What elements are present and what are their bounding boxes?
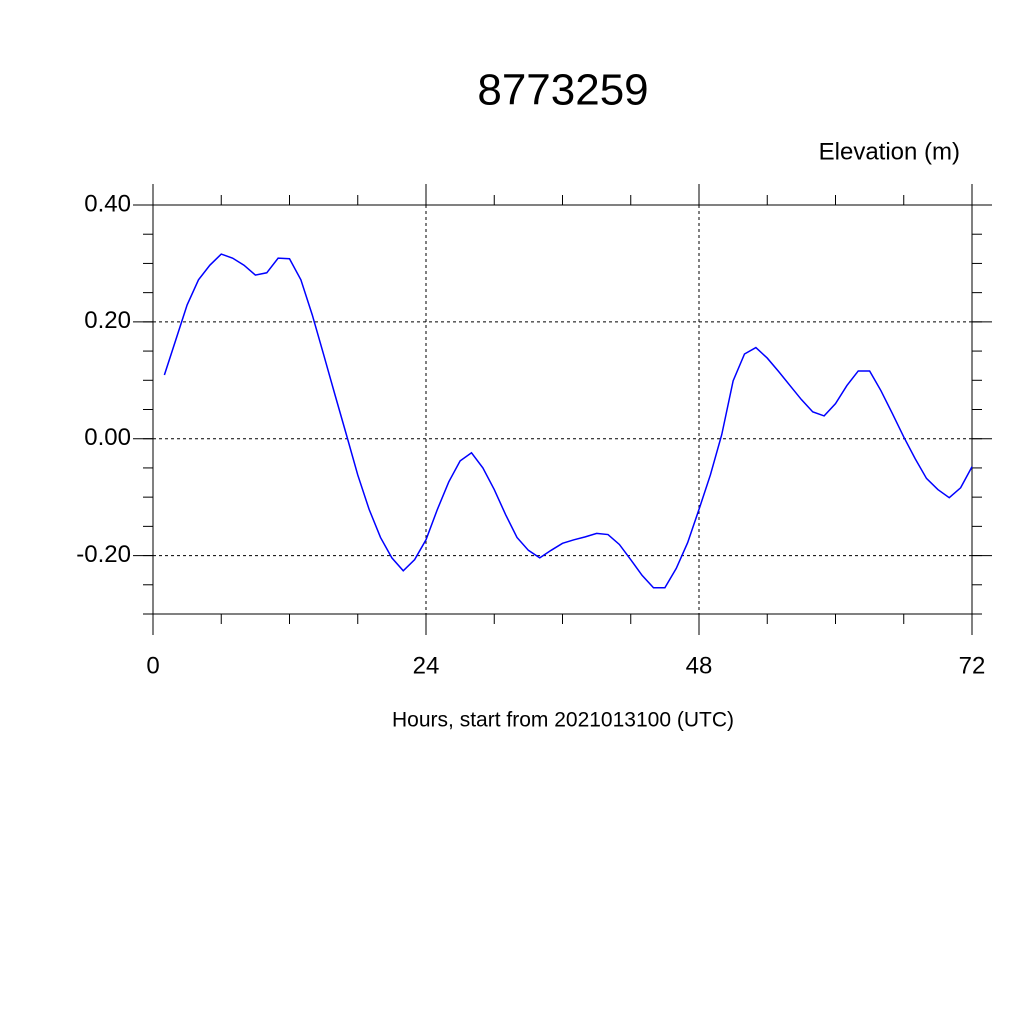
plot-frame [152, 204, 973, 615]
data-line [163, 253, 973, 589]
x-tick-label: 48 [686, 652, 713, 679]
y-tick-label: 0.20 [84, 307, 131, 334]
y-tick-label: 0.00 [84, 424, 131, 451]
y-tick-label: 0.40 [84, 190, 131, 217]
y-axis-label: Elevation (m) [819, 138, 960, 165]
x-tick-label: 0 [146, 652, 159, 679]
chart-title: 8773259 [477, 66, 648, 115]
y-tick-label: -0.20 [76, 541, 131, 568]
x-tick-label: 24 [413, 652, 440, 679]
x-axis-label: Hours, start from 2021013100 (UTC) [392, 709, 734, 732]
x-tick-label: 72 [959, 652, 986, 679]
